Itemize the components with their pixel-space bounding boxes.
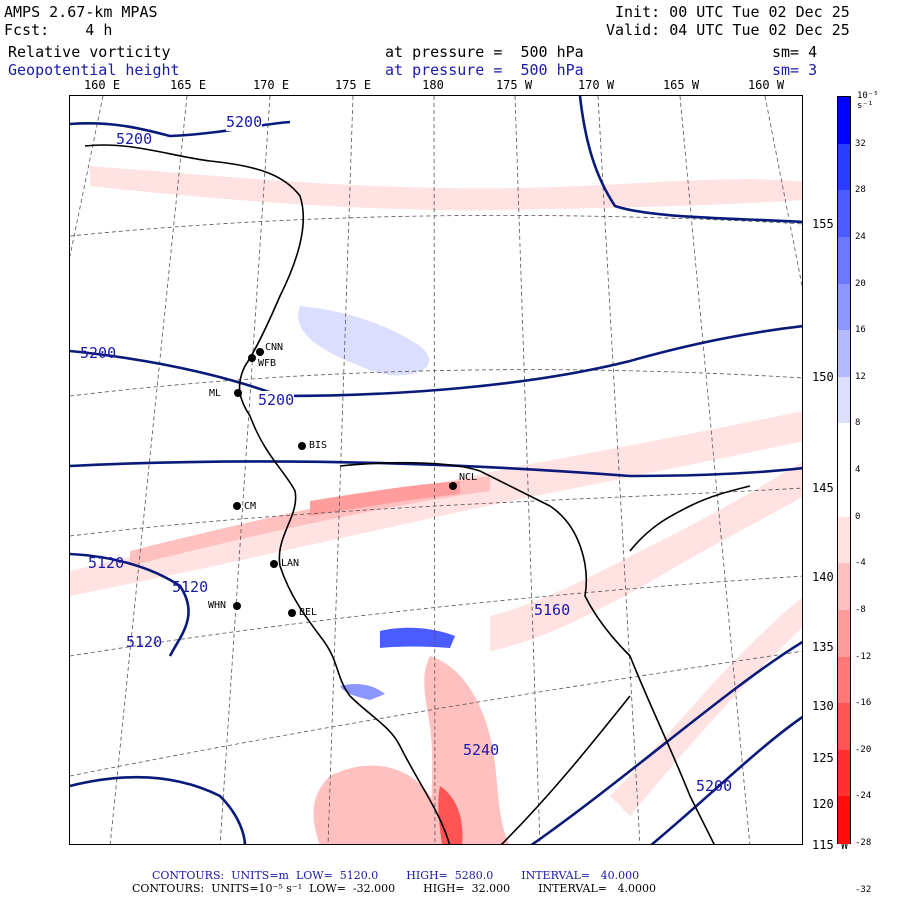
colorbar-tick-label: 32 [855,138,866,149]
colorbar-segment [838,97,850,145]
colorbar-segment [838,143,850,191]
coastline [84,144,751,844]
model-title: AMPS 2.67-km MPAS [4,3,158,21]
init-time: Init: 00 UTC Tue 02 Dec 25 [615,3,850,21]
height-contour-label: 5200 [116,130,153,148]
height-contour-label: 5200 [258,391,295,409]
colorbar-tick-label: 16 [855,325,866,336]
colorbar-tick-label: 28 [855,185,866,196]
colorbar-segment [838,376,850,424]
colorbar-tick-label: -32 [855,884,872,895]
colorbar-unit: 10⁻⁵ s⁻¹ [857,91,879,111]
colorbar-tick-label: -20 [855,744,872,755]
colorbar-tick-label: -16 [855,698,872,709]
colorbar-tick-label: 0 [855,511,861,522]
height-contour-label: 5120 [88,554,125,572]
colorbar-tick-label: 4 [855,465,861,475]
field2-smooth: sm= 3 [772,61,818,79]
valid-time: Valid: 04 UTC Tue 02 Dec 25 [606,21,850,39]
field2-name: Geopotential height [8,61,180,79]
colorbar [837,96,851,844]
height-contour-label: 5120 [126,633,163,651]
height-contour-label: 5120 [172,578,209,596]
field1-smooth: sm= 4 [772,43,818,61]
height-contour-label: 5200 [80,344,117,362]
vorticity-contour-info: CONTOURS: UNITS=10⁻⁵ s⁻¹ LOW= -32.000 HI… [132,882,656,895]
colorbar-segment [838,796,850,844]
lon-label: 175 E [334,78,372,92]
station-label: NCL [459,472,478,483]
colorbar-tick-label: -28 [855,838,872,848]
height-contour-label: 5200 [226,113,263,131]
station-label: ML [209,388,222,399]
height-contour-info: CONTOURS: UNITS=m LOW= 5120.0 HIGH= 5280… [152,869,640,882]
lon-label: 160 W [747,78,785,92]
colorbar-segment [838,703,850,751]
colorbar-segment [838,423,850,471]
colorbar-tick-label: -8 [855,604,866,615]
field2-level: at pressure = 500 hPa [385,61,584,79]
colorbar-segment [838,283,850,331]
colorbar-segment [838,609,850,657]
forecast-hour: Fcst: 4 h [4,21,113,39]
station-markers [233,348,457,617]
station-label: WHN [208,600,227,611]
colorbar-tick-label: 12 [855,371,866,382]
lon-label: 160 E [83,78,121,92]
station-label: CNN [265,342,284,353]
colorbar-tick-label: -24 [855,791,872,802]
colorbar-tick-label: 20 [855,278,866,289]
lon-label: 165 W [662,78,700,92]
lon-label: 165 E [169,78,207,92]
colorbar-segment [838,330,850,378]
colorbar-segment [838,516,850,564]
height-contour-label: 5240 [463,741,500,759]
colorbar-tick-label: -4 [855,558,866,569]
colorbar-segment [838,563,850,611]
colorbar-tick-label: 8 [855,418,861,429]
map-panel[interactable]: CNN WFB ML BIS NCL CM LAN WHN BEL 5200 5… [69,95,803,845]
field1-level: at pressure = 500 hPa [385,43,584,61]
station-label: BIS [309,440,328,451]
lon-label: 170 W [577,78,615,92]
vorticity-shading [70,166,802,844]
station-label: BEL [299,607,318,618]
station-label: WFB [258,358,277,369]
lon-label: 175 W [495,78,533,92]
height-contours [70,96,802,844]
colorbar-tick-label: -12 [855,651,872,662]
colorbar-segment [838,470,850,518]
colorbar-segment [838,656,850,704]
colorbar-tick-label: 24 [855,231,866,242]
station-label: CM [244,501,257,512]
lon-label: 170 E [252,78,290,92]
lon-label: 180 [422,78,444,92]
height-contour-label: 5160 [534,601,571,619]
colorbar-segment [838,236,850,284]
field1-name: Relative vorticity [8,43,171,61]
height-contour-label: 5200 [696,777,733,795]
map-canvas [70,96,802,844]
latlon-grid [70,96,802,844]
colorbar-segment [838,190,850,238]
station-label: LAN [281,558,300,569]
colorbar-segment [838,749,850,797]
